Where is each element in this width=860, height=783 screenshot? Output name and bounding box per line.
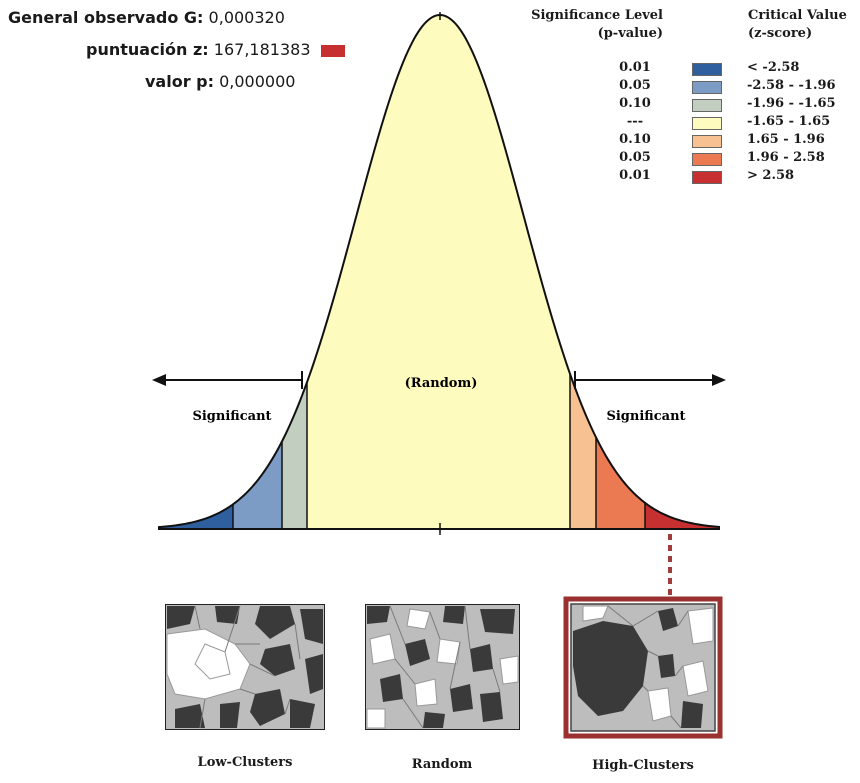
random-label: (Random) — [405, 376, 478, 391]
curve-band — [158, 504, 233, 529]
high-clusters-map — [563, 596, 723, 739]
legend-color-swatch — [692, 171, 722, 184]
z-score-row: puntuación z: 167,181383 — [86, 40, 345, 59]
legend-z-range: 1.65 - 1.96 — [747, 132, 825, 147]
legend-z-range: -2.58 - -1.96 — [747, 78, 836, 93]
p-value-label: valor p: — [145, 72, 215, 91]
curve-fills — [158, 15, 720, 529]
legend-color-swatch — [692, 99, 722, 112]
curve-band — [282, 382, 307, 529]
p-value-value: 0,000000 — [219, 72, 296, 91]
legend-color-swatch — [692, 81, 722, 94]
legend-color-swatch — [692, 135, 722, 148]
general-g-row: General observado G: 0,000320 — [8, 8, 285, 27]
right-arrow-head — [712, 374, 726, 386]
legend-color-swatch — [692, 153, 722, 166]
legend-p-value: 0.05 — [619, 78, 651, 93]
z-score-value: 167,181383 — [213, 40, 311, 59]
general-g-value: 0,000320 — [208, 8, 285, 27]
random-caption: Random — [411, 757, 473, 772]
curve-band — [645, 502, 720, 529]
legend-p-value: 0.10 — [619, 132, 651, 147]
z-score-header: (z-score) — [748, 26, 813, 41]
general-g-label: General observado G: — [8, 8, 204, 27]
significance-level-header: Significance Level — [531, 8, 663, 23]
legend-p-value: 0.01 — [619, 60, 651, 75]
p-value-header: (p-value) — [597, 26, 663, 41]
legend-z-range: < -2.58 — [747, 60, 800, 75]
random-map — [365, 604, 520, 730]
legend-p-value: --- — [626, 114, 644, 129]
critical-value-header: Critical Value — [748, 8, 847, 23]
curve-band — [307, 15, 570, 529]
legend-color-swatch — [692, 63, 722, 76]
left-arrow-head — [152, 374, 166, 386]
legend-z-range: -1.65 - 1.65 — [747, 114, 831, 129]
normal-distribution-diagram: (Random) Significant Significant — [152, 12, 726, 596]
significant-left-label: Significant — [192, 409, 271, 424]
legend-z-range: -1.96 - -1.65 — [747, 96, 836, 111]
bell-curve-outline — [157, 13, 721, 529]
legend-p-value: 0.05 — [619, 150, 651, 165]
low-clusters-map — [165, 604, 325, 730]
p-value-row: valor p: 0,000000 — [145, 72, 295, 91]
legend-p-value: 0.10 — [619, 96, 651, 111]
curve-band — [570, 373, 596, 529]
high-clusters-caption: High-Clusters — [592, 758, 694, 773]
z-score-label: puntuación z: — [86, 40, 209, 59]
legend-color-swatch — [692, 117, 722, 130]
low-clusters-caption: Low-Clusters — [197, 755, 293, 770]
significant-right-label: Significant — [606, 409, 685, 424]
legend-p-value: 0.01 — [619, 168, 651, 183]
legend-z-range: > 2.58 — [747, 168, 795, 183]
z-score-color-swatch — [320, 44, 345, 57]
legend-z-range: 1.96 - 2.58 — [747, 150, 825, 165]
curve-dividers — [232, 373, 646, 529]
